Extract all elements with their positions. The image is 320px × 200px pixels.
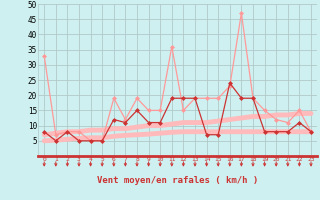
X-axis label: Vent moyen/en rafales ( km/h ): Vent moyen/en rafales ( km/h ): [97, 176, 258, 185]
